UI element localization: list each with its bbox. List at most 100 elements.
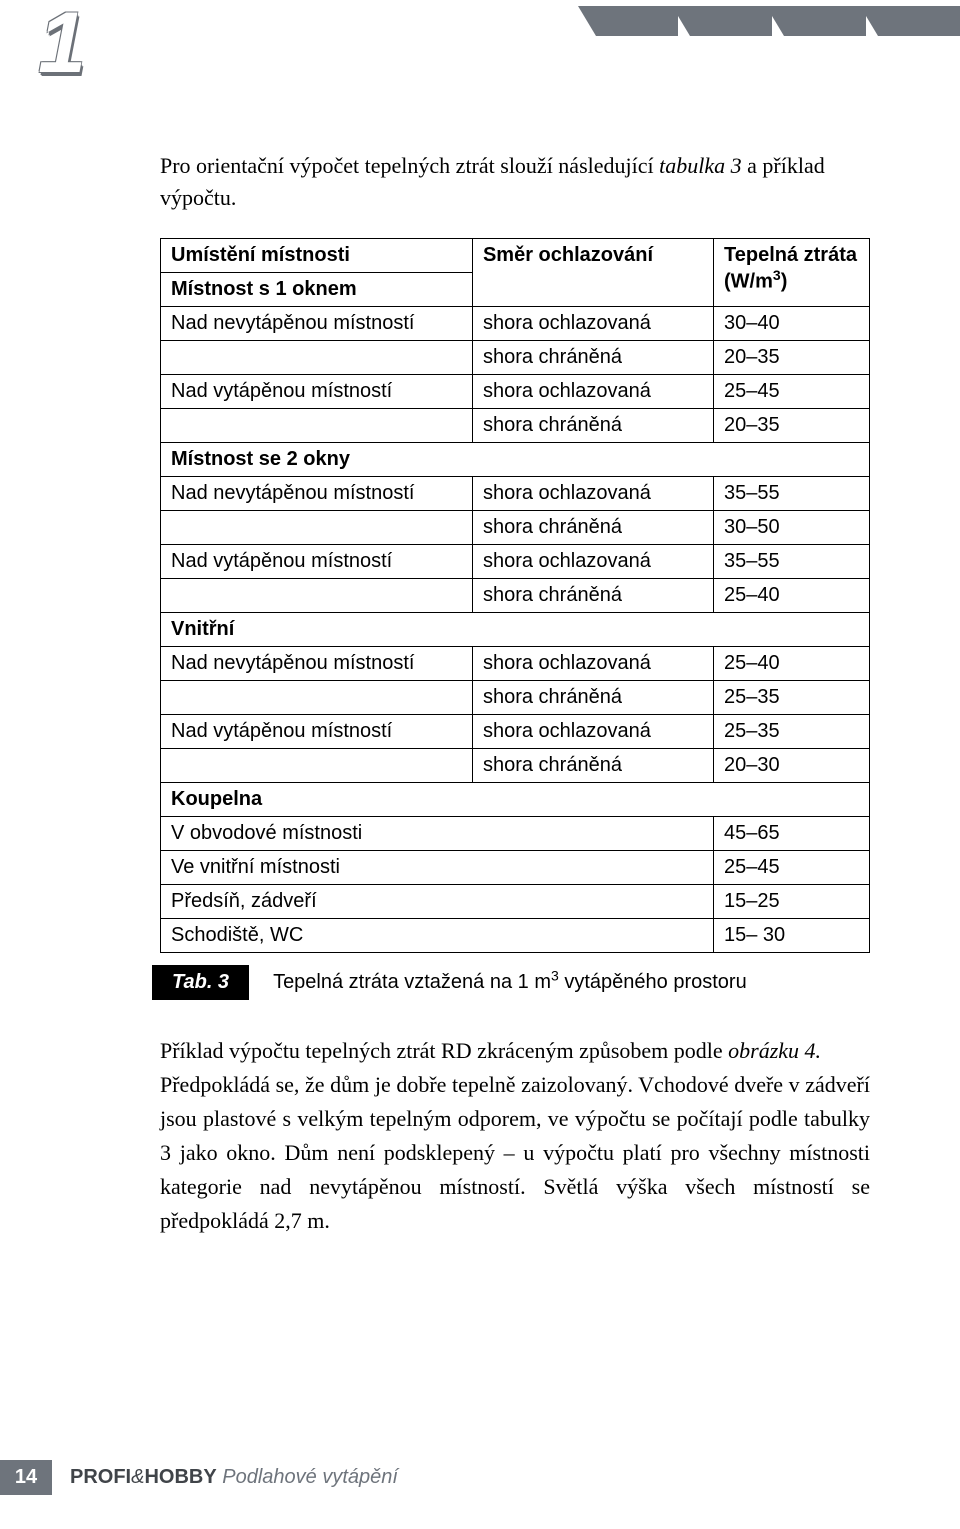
- col-header: Tepelná ztráta(W/m3): [714, 238, 870, 306]
- table-cell: 35–55: [714, 544, 870, 578]
- table-cell: V obvodové místnosti: [161, 816, 714, 850]
- table-row: V obvodové místnosti45–65: [161, 816, 870, 850]
- table-row: shora chráněná25–35: [161, 680, 870, 714]
- table-cell: 25–45: [714, 850, 870, 884]
- col-header: Směr ochlazování: [472, 238, 713, 306]
- section-title: Vnitřní: [161, 612, 870, 646]
- section-row: Koupelna: [161, 782, 870, 816]
- chapter-number: 1: [38, 0, 82, 86]
- body-paragraph: Předpokládá se, že dům je dobře tepelně …: [160, 1068, 870, 1238]
- table-cell: shora chráněná: [472, 408, 713, 442]
- page-header: 1: [0, 0, 960, 110]
- table-cell: shora ochlazovaná: [472, 646, 713, 680]
- table-cell: [161, 340, 473, 374]
- table-cell: Ve vnitřní místnosti: [161, 850, 714, 884]
- stripe-icon: [766, 6, 866, 36]
- table-cell: Předsíň, zádveří: [161, 884, 714, 918]
- table-cell: shora ochlazovaná: [472, 544, 713, 578]
- col-header: Umístění místnosti: [161, 238, 473, 272]
- table-cell: 25–40: [714, 646, 870, 680]
- table-row: Umístění místnostiSměr ochlazováníTepeln…: [161, 238, 870, 272]
- table-cell: Nad nevytápěnou místností: [161, 476, 473, 510]
- table-cell: shora chráněná: [472, 748, 713, 782]
- stripe-icon: [860, 6, 960, 36]
- section-title: Koupelna: [161, 782, 870, 816]
- section-title: Místnost se 2 okny: [161, 442, 870, 476]
- header-stripes: [584, 6, 960, 36]
- table-row: Nad vytápěnou místnostíshora ochlazovaná…: [161, 714, 870, 748]
- chapter-number-badge: 1: [0, 0, 120, 104]
- table-cell: 15– 30: [714, 918, 870, 952]
- table-cell: 20–35: [714, 408, 870, 442]
- table-row: Nad vytápěnou místnostíshora ochlazovaná…: [161, 544, 870, 578]
- caption-badge: Tab. 3: [152, 965, 249, 1000]
- table-cell: 20–35: [714, 340, 870, 374]
- table-row: Nad vytápěnou místnostíshora ochlazovaná…: [161, 374, 870, 408]
- stripe-icon: [672, 6, 772, 36]
- intro-emphasis: tabulka 3: [659, 153, 742, 178]
- table-cell: Schodiště, WC: [161, 918, 714, 952]
- section-row: Místnost se 2 okny: [161, 442, 870, 476]
- page-number: 14: [0, 1460, 52, 1495]
- table-cell: shora chráněná: [472, 510, 713, 544]
- table-cell: shora chráněná: [472, 340, 713, 374]
- content-area: Pro orientační výpočet tepelných ztrát s…: [0, 150, 960, 1238]
- table-cell: 20–30: [714, 748, 870, 782]
- section-row: Vnitřní: [161, 612, 870, 646]
- table-cell: [161, 510, 473, 544]
- table-cell: 25–45: [714, 374, 870, 408]
- heat-loss-table: Umístění místnostiSměr ochlazováníTepeln…: [160, 238, 870, 953]
- table-cell: [161, 408, 473, 442]
- table-row: shora chráněná30–50: [161, 510, 870, 544]
- caption-text: Tepelná ztráta vztažená na 1 m3 vytápěné…: [273, 967, 747, 994]
- table-row: Nad nevytápěnou místnostíshora ochlazova…: [161, 476, 870, 510]
- table-cell: 45–65: [714, 816, 870, 850]
- footer-title: PROFI&HOBBY Podlahové vytápění: [70, 1466, 398, 1489]
- table-caption: Tab. 3 Tepelná ztráta vztažená na 1 m3 v…: [160, 965, 870, 1000]
- table-cell: shora ochlazovaná: [472, 714, 713, 748]
- table-cell: Nad vytápěnou místností: [161, 714, 473, 748]
- table-cell: [161, 748, 473, 782]
- footer-book-title: Podlahové vytápění: [217, 1466, 398, 1488]
- stripe-icon: [578, 6, 678, 36]
- page: 1 Pro orientační výpočet tepelných ztrát…: [0, 0, 960, 1529]
- table-cell: 35–55: [714, 476, 870, 510]
- body-paragraph: Příklad výpočtu tepelných ztrát RD zkrác…: [160, 1034, 870, 1068]
- table-row: shora chráněná20–35: [161, 340, 870, 374]
- table-cell: Nad vytápěnou místností: [161, 544, 473, 578]
- table-cell: shora ochlazovaná: [472, 374, 713, 408]
- caption-label: Tepelná ztráta vztažená na 1 m3 vytápěné…: [273, 971, 747, 993]
- table-row: Nad nevytápěnou místnostíshora ochlazova…: [161, 306, 870, 340]
- table-cell: 25–35: [714, 714, 870, 748]
- table-cell: Nad nevytápěnou místností: [161, 646, 473, 680]
- brand-hobby: HOBBY: [144, 1466, 216, 1488]
- body-line: Příklad výpočtu tepelných ztrát RD zkrác…: [160, 1038, 728, 1063]
- table-cell: shora chráněná: [472, 578, 713, 612]
- table-cell: 25–35: [714, 680, 870, 714]
- table-cell: 30–50: [714, 510, 870, 544]
- brand-ampersand: &: [131, 1466, 144, 1488]
- table-cell: 25–40: [714, 578, 870, 612]
- table-row: shora chráněná20–35: [161, 408, 870, 442]
- table-row: shora chráněná20–30: [161, 748, 870, 782]
- page-footer: 14 PROFI&HOBBY Podlahové vytápění: [0, 1460, 398, 1495]
- table-row: Nad nevytápěnou místnostíshora ochlazova…: [161, 646, 870, 680]
- table-cell: 15–25: [714, 884, 870, 918]
- section-title: Místnost s 1 oknem: [161, 272, 473, 306]
- table-cell: [161, 578, 473, 612]
- table-row: shora chráněná25–40: [161, 578, 870, 612]
- table-row: Předsíň, zádveří15–25: [161, 884, 870, 918]
- intro-text: Pro orientační výpočet tepelných ztrát s…: [160, 153, 659, 178]
- table-cell: shora ochlazovaná: [472, 306, 713, 340]
- body-text: Příklad výpočtu tepelných ztrát RD zkrác…: [160, 1034, 870, 1239]
- table-cell: Nad nevytápěnou místností: [161, 306, 473, 340]
- table-cell: 30–40: [714, 306, 870, 340]
- table-cell: shora ochlazovaná: [472, 476, 713, 510]
- table-row: Schodiště, WC15– 30: [161, 918, 870, 952]
- table-cell: Nad vytápěnou místností: [161, 374, 473, 408]
- brand-profi: PROFI: [70, 1466, 131, 1488]
- table-cell: [161, 680, 473, 714]
- table-cell: shora chráněná: [472, 680, 713, 714]
- table-row: Ve vnitřní místnosti25–45: [161, 850, 870, 884]
- intro-paragraph: Pro orientační výpočet tepelných ztrát s…: [160, 150, 870, 214]
